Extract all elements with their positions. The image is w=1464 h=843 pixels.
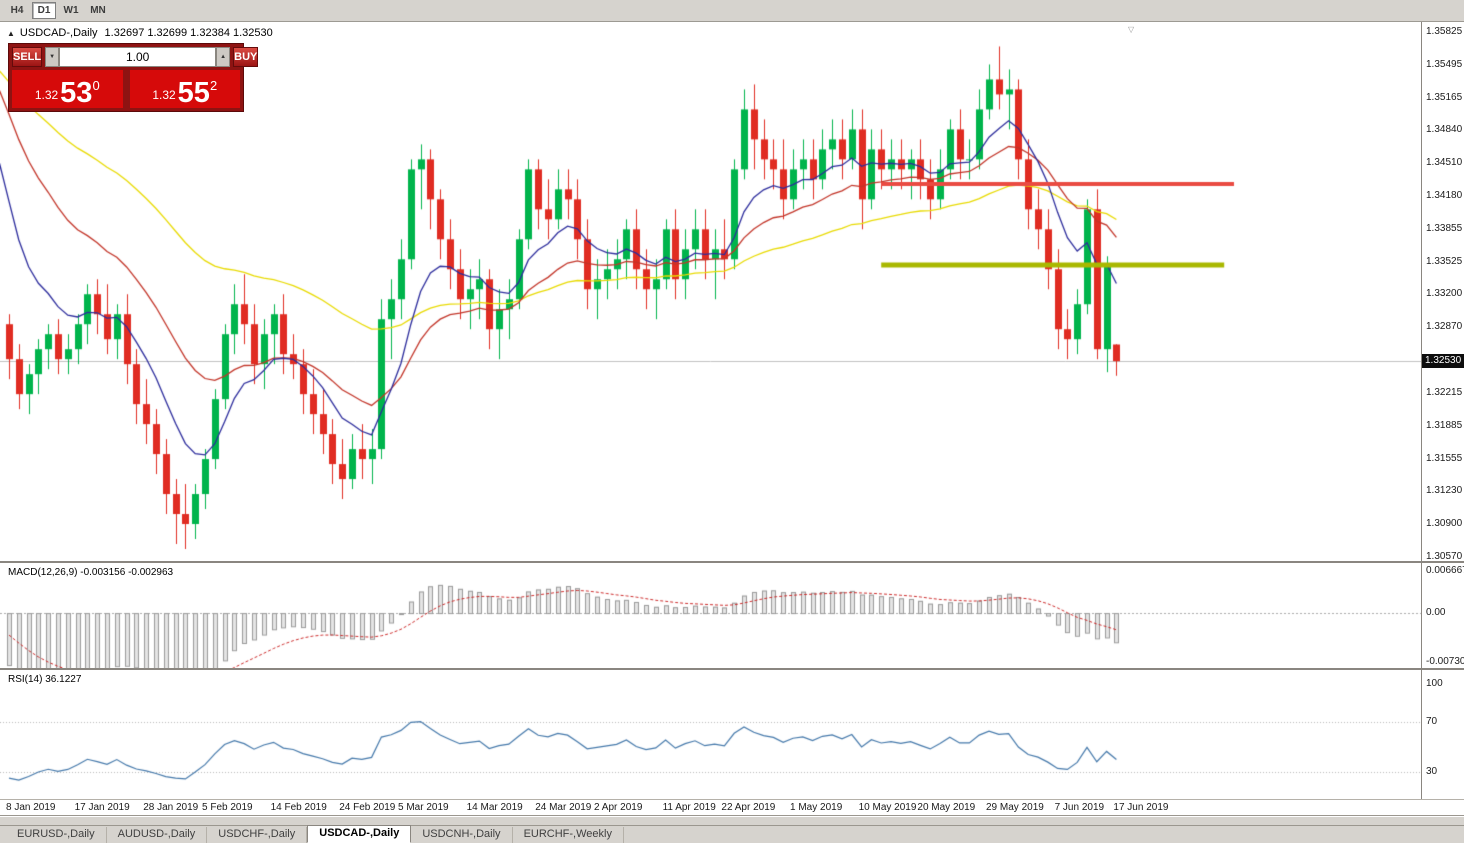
current-price-tag: 1.32530 [1422,354,1464,369]
rsi-axis-label: 30 [1426,765,1438,777]
price-axis-label: 1.31230 [1426,485,1463,497]
price-axis-label: 1.33855 [1426,222,1463,234]
price-axis-label: 1.30570 [1426,551,1463,562]
timeframe-toolbar: H4 D1 W1 MN [0,0,1464,22]
price-axis-label: 1.30900 [1426,518,1463,530]
chart-tab-usdcad[interactable]: USDCAD-,Daily [307,825,412,843]
chart-tab-eurchf[interactable]: EURCHF-,Weekly [513,827,624,843]
chart-tab-eurusd[interactable]: EURUSD-,Daily [6,827,107,843]
price-axis-label: 1.33525 [1426,255,1463,267]
macd-axis-label: 0.00 [1426,607,1446,619]
date-axis-label: 24 Mar 2019 [535,802,592,813]
date-axis-label: 14 Feb 2019 [270,802,327,813]
macd-axis-label: -0.007308 [1426,656,1464,667]
sell-price-pips: 53 [60,77,93,110]
price-axis-label: 1.35495 [1426,58,1463,70]
price-axis-label: 1.31885 [1426,419,1463,431]
panel-separator[interactable] [0,561,1464,563]
date-axis-label: 5 Feb 2019 [202,802,253,813]
panel-separator[interactable] [0,668,1464,670]
chart-window: 8 Jan 2019 17 Jan 2019 28 Jan 2019 5 Feb 20… [0,22,1464,825]
timeframe-button-w1[interactable]: W1 [63,5,79,16]
price-axis-label: 1.34840 [1426,124,1463,136]
sell-button[interactable]: SELL [12,47,43,67]
chart-symbol-period: USDCAD-,Daily [19,27,98,39]
date-axis-label: 7 Jun 2019 [1054,802,1105,813]
one-click-collapse-arrow[interactable]: ▲ [7,29,15,38]
date-axis-label: 14 Mar 2019 [466,802,523,813]
date-axis-label: 1 May 2019 [790,802,843,813]
chart-tabs-bar: EURUSD-,Daily AUDUSD-,Daily USDCHF-,Daily U… [0,825,1464,843]
volume-control: ▼ ▲ [45,47,231,67]
date-axis[interactable]: 8 Jan 2019 17 Jan 2019 28 Jan 2019 5 Feb 20… [0,799,1464,815]
chart-tab-usdchf[interactable]: USDCHF-,Daily [207,827,308,843]
date-axis-label: 17 Jan 2019 [74,802,130,813]
one-click-trading-panel: SELL ▼ ▲ BUY 1.32 53 0 1.32 55 2 [8,43,259,112]
sell-price-base: 1.32 [34,88,59,102]
date-axis-label: 8 Jan 2019 [6,802,56,813]
price-axis-label: 1.33200 [1426,288,1463,300]
price-axis-label: 1.34510 [1426,157,1463,169]
buy-price-base: 1.32 [152,88,176,102]
date-axis-label: 28 Jan 2019 [143,802,199,813]
sell-price-display[interactable]: 1.32 53 0 [12,70,123,108]
buy-price-display[interactable]: 1.32 55 2 [129,70,240,110]
timeframe-button-mn[interactable]: MN [90,5,106,16]
buy-price-fraction: 2 [209,78,218,93]
date-axis-label: 29 May 2019 [986,802,1044,813]
chart-tab-usdcnh[interactable]: USDCNH-,Daily [411,827,513,843]
chart-ohlc-values: 1.32697 1.32699 1.32384 1.32530 [104,27,273,39]
price-axis-label: 1.34180 [1426,190,1463,202]
chart-title: ▲ USDCAD-,Daily 1.32697 1.32699 1.32384 1.… [7,27,273,39]
buy-button[interactable]: BUY [233,47,259,67]
date-axis-label: 5 Mar 2019 [398,802,449,813]
date-axis-label: 20 May 2019 [917,802,976,813]
rsi-axis-label: 70 [1426,715,1438,727]
macd-axis-label: 0.006667 [1426,565,1464,576]
buy-price-pips: 55 [177,77,210,110]
timeframe-button-h4[interactable]: H4 [10,5,24,16]
volume-decrease-button[interactable]: ▼ [45,47,60,67]
chart-shift-marker[interactable]: ▽ [1128,25,1135,34]
date-axis-label: 11 Apr 2019 [662,802,716,813]
price-axis-label: 1.32215 [1426,386,1463,398]
price-axis-label: 1.35165 [1426,91,1463,103]
rsi-axis-label: 100 [1426,678,1443,689]
price-axis[interactable] [1421,22,1464,815]
date-axis-label: 22 Apr 2019 [721,802,776,813]
sell-price-fraction: 0 [92,78,100,93]
price-axis-label: 1.35825 [1426,25,1463,37]
volume-input[interactable] [59,47,217,67]
chart-tab-audusd[interactable]: AUDUSD-,Daily [107,827,208,843]
rsi-label: RSI(14) 36.1227 [8,674,82,685]
volume-increase-button[interactable]: ▲ [216,47,231,67]
price-axis-label: 1.31555 [1426,452,1463,464]
date-axis-label: 17 Jun 2019 [1113,802,1169,813]
rsi-indicator-chart[interactable] [0,670,1421,799]
horizontal-scrollbar[interactable] [0,815,1464,825]
date-axis-label: 2 Apr 2019 [594,802,643,813]
macd-indicator-chart[interactable] [0,563,1421,668]
macd-label: MACD(12,26,9) -0.003156 -0.002963 [8,567,174,578]
timeframe-button-d1[interactable]: D1 [32,2,56,19]
price-axis-label: 1.32870 [1426,321,1463,333]
date-axis-label: 24 Feb 2019 [339,802,396,813]
date-axis-label: 10 May 2019 [858,802,917,813]
